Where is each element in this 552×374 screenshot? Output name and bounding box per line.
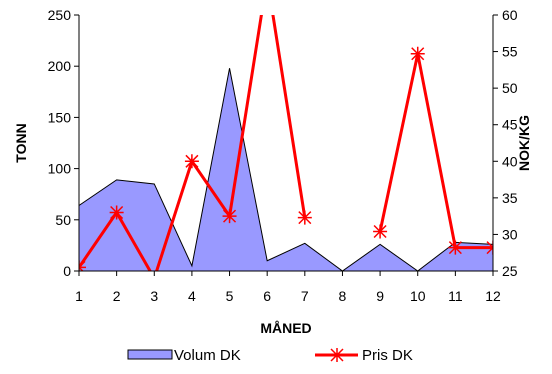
marker-pris-dk-11 bbox=[448, 240, 463, 255]
y-left-tick-label: 200 bbox=[48, 58, 72, 74]
y-right-tick-label: 50 bbox=[502, 80, 518, 96]
legend-label-volum-dk: Volum DK bbox=[174, 347, 241, 364]
x-tick-label: 2 bbox=[113, 288, 121, 304]
marker-pris-dk-7 bbox=[297, 210, 312, 225]
x-tick-label: 9 bbox=[376, 288, 384, 304]
y-left-tick-label: 150 bbox=[48, 109, 72, 125]
x-tick-label: 11 bbox=[448, 288, 463, 304]
y-right-tick-label: 55 bbox=[502, 44, 518, 60]
x-axis-title: MÅNED bbox=[260, 320, 311, 336]
marker-pris-dk-9 bbox=[373, 224, 388, 239]
y-right-tick-label: 30 bbox=[502, 226, 518, 242]
x-tick-label: 7 bbox=[301, 288, 309, 304]
y-left-tick-label: 50 bbox=[55, 212, 71, 228]
y-left-tick-label: 250 bbox=[48, 7, 72, 23]
y-left-tick-label: 0 bbox=[63, 263, 71, 279]
legend-label-pris-dk: Pris DK bbox=[362, 347, 413, 364]
marker-pris-dk-5 bbox=[222, 209, 237, 224]
y-axis-right-title: NOK/KG bbox=[516, 115, 532, 171]
y-right-tick-label: 40 bbox=[502, 153, 518, 169]
legend-swatch-volum-dk bbox=[127, 349, 173, 360]
x-tick-label: 6 bbox=[263, 288, 271, 304]
marker-pris-dk-10 bbox=[410, 46, 425, 61]
x-tick-label: 3 bbox=[150, 288, 158, 304]
line-layer bbox=[79, 15, 493, 271]
line-pris-dk-segment-1 bbox=[378, 53, 493, 250]
marker-pris-dk-4 bbox=[184, 154, 199, 169]
x-tick-label: 10 bbox=[410, 288, 426, 304]
series-pris-dk bbox=[79, 15, 493, 271]
y-right-tick-label: 45 bbox=[502, 117, 518, 133]
y-axis-left-title: TONN bbox=[13, 123, 29, 162]
y-right-tick-label: 35 bbox=[502, 190, 518, 206]
legend-marker-pris-dk bbox=[330, 348, 344, 362]
x-tick-label: 1 bbox=[75, 288, 83, 304]
y-left-tick-label: 100 bbox=[48, 161, 72, 177]
marker-pris-dk-2 bbox=[109, 205, 124, 220]
x-tick-label: 5 bbox=[226, 288, 234, 304]
y-right-tick-label: 25 bbox=[502, 263, 518, 279]
x-tick-label: 4 bbox=[188, 288, 196, 304]
y-right-tick-label: 60 bbox=[502, 7, 518, 23]
x-tick-label: 8 bbox=[339, 288, 347, 304]
legend: Volum DK Pris DK bbox=[127, 347, 413, 364]
x-tick-label: 12 bbox=[485, 288, 501, 304]
